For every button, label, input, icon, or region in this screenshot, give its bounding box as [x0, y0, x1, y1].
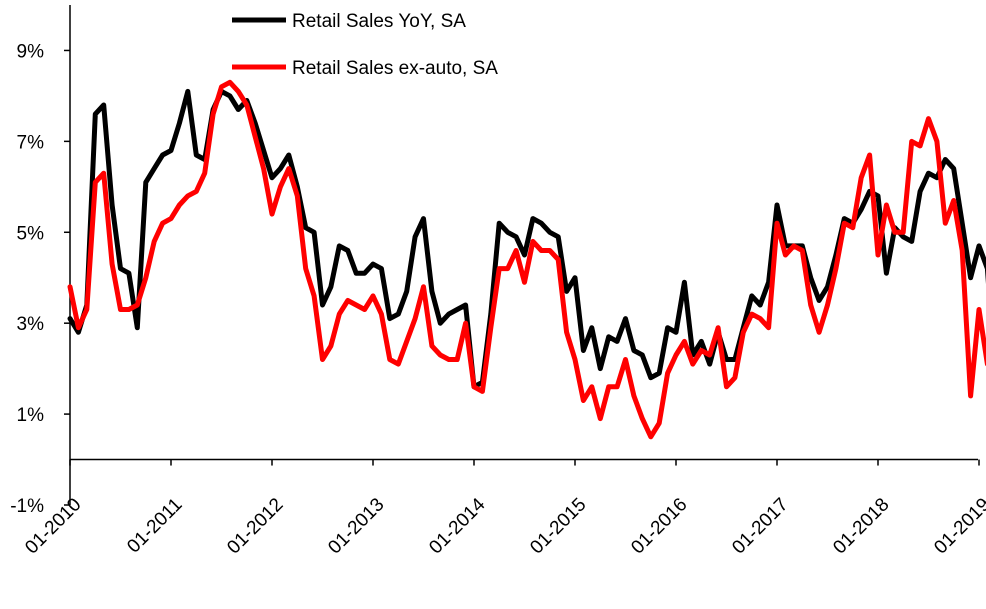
- x-tick-label: 01-2014: [425, 494, 489, 558]
- y-tick-label: -1%: [10, 496, 44, 517]
- chart-axes: [69, 5, 978, 505]
- series-line-retail-sales-yoy: [67, 88, 986, 390]
- x-tick-label: 01-2016: [627, 494, 691, 558]
- series-line-retail-sales-ex-auto: [67, 79, 986, 440]
- legend-label-retail-sales-ex-auto: Retail Sales ex-auto, SA: [292, 58, 498, 79]
- y-tick-label: 3%: [17, 314, 45, 335]
- x-tick-label: 01-2018: [829, 494, 893, 558]
- x-tick-label: 01-2012: [223, 494, 287, 558]
- x-axis-ticks: 01-2010 01-2011 01-2012 01-2013 01-2014 01-20…: [21, 459, 986, 558]
- y-tick-label: 7%: [17, 132, 45, 153]
- x-tick-label: 01-2017: [728, 494, 792, 558]
- x-tick-label: 01-2019: [930, 494, 986, 558]
- x-tick-label: 01-2013: [324, 494, 388, 558]
- series-layer: [67, 79, 986, 440]
- y-tick-label: 9%: [17, 41, 45, 62]
- x-tick-label: 01-2011: [123, 494, 186, 557]
- legend-label-retail-sales-yoy: Retail Sales YoY, SA: [292, 11, 466, 32]
- y-axis-ticks: -1% 1% 3% 5% 7% 9%: [10, 41, 70, 517]
- x-tick-label: 01-2015: [526, 494, 590, 558]
- legend: Retail Sales YoY, SA Retail Sales ex-aut…: [232, 11, 498, 79]
- y-tick-label: 5%: [17, 223, 45, 244]
- y-tick-label: 1%: [17, 405, 45, 426]
